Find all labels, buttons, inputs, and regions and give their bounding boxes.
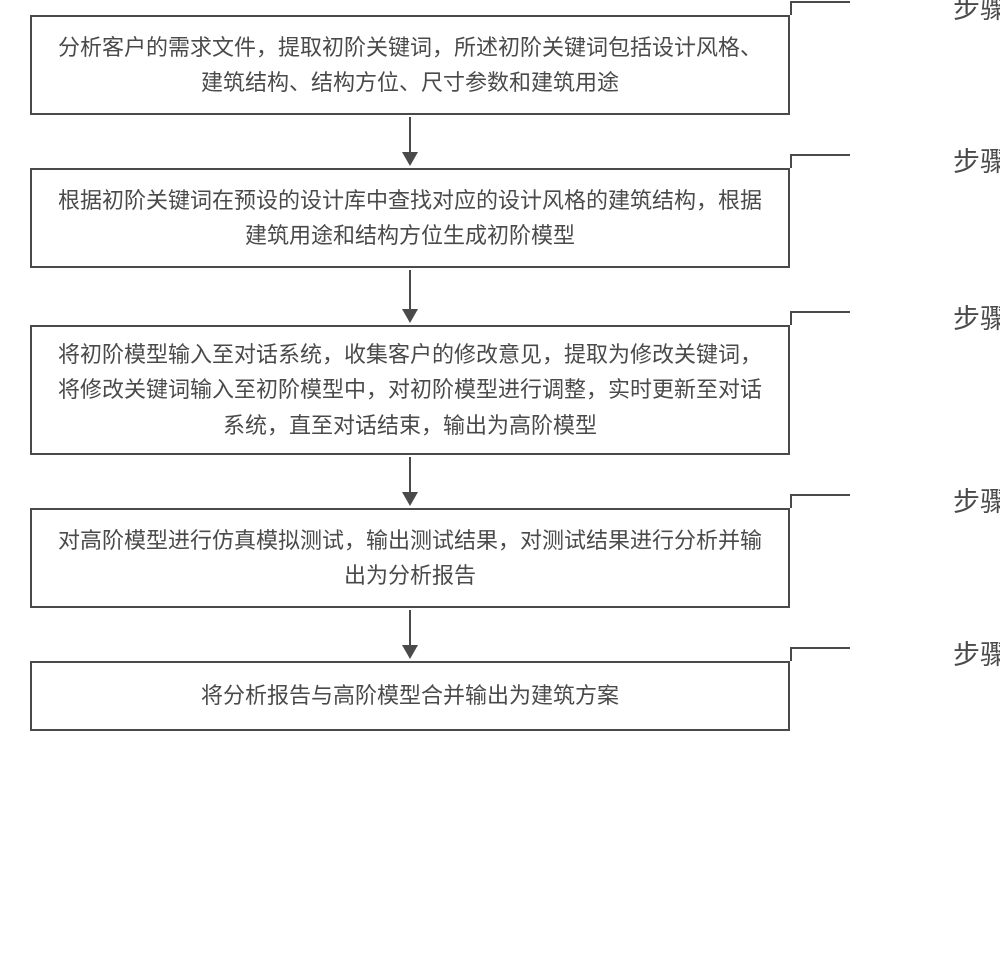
step-container-s3: 将初阶模型输入至对话系统，收集客户的修改意见，提取为修改关键词，将修改关键词输入… [0, 325, 890, 455]
step-label-s4: 步骤S4 [953, 480, 1000, 519]
arrow-after-s4 [20, 608, 980, 661]
step-bracket-s3 [790, 325, 870, 345]
arrow-after-s3 [20, 455, 980, 508]
step-box-s1: 分析客户的需求文件，提取初阶关键词，所述初阶关键词包括设计风格、建筑结构、结构方… [30, 15, 790, 115]
arrow-icon [402, 117, 418, 166]
step-bracket-s1 [790, 15, 870, 35]
step-label-s3: 步骤S3 [953, 297, 1000, 336]
step-label-s5: 步骤S5 [953, 633, 1000, 672]
arrow-after-s1 [20, 115, 980, 168]
step-container-s2: 根据初阶关键词在预设的设计库中查找对应的设计风格的建筑结构，根据建筑用途和结构方… [0, 168, 890, 268]
step-box-s5: 将分析报告与高阶模型合并输出为建筑方案 [30, 661, 790, 731]
step-box-s4: 对高阶模型进行仿真模拟测试，输出测试结果，对测试结果进行分析并输出为分析报告 [30, 508, 790, 608]
step-label-s2: 步骤S2 [953, 140, 1000, 179]
step-bracket-s4 [790, 508, 870, 528]
arrow-icon [402, 270, 418, 323]
arrow-after-s2 [20, 268, 980, 325]
step-container-s1: 分析客户的需求文件，提取初阶关键词，所述初阶关键词包括设计风格、建筑结构、结构方… [0, 15, 890, 115]
step-container-s5: 将分析报告与高阶模型合并输出为建筑方案步骤S5 [0, 661, 890, 731]
step-bracket-s2 [790, 168, 870, 188]
step-container-s4: 对高阶模型进行仿真模拟测试，输出测试结果，对测试结果进行分析并输出为分析报告步骤… [0, 508, 890, 608]
arrow-icon [402, 457, 418, 506]
step-box-s2: 根据初阶关键词在预设的设计库中查找对应的设计风格的建筑结构，根据建筑用途和结构方… [30, 168, 790, 268]
flowchart-container: 分析客户的需求文件，提取初阶关键词，所述初阶关键词包括设计风格、建筑结构、结构方… [20, 15, 980, 731]
step-box-s3: 将初阶模型输入至对话系统，收集客户的修改意见，提取为修改关键词，将修改关键词输入… [30, 325, 790, 455]
step-label-s1: 步骤S1 [953, 0, 1000, 26]
step-bracket-s5 [790, 661, 870, 681]
arrow-icon [402, 610, 418, 659]
